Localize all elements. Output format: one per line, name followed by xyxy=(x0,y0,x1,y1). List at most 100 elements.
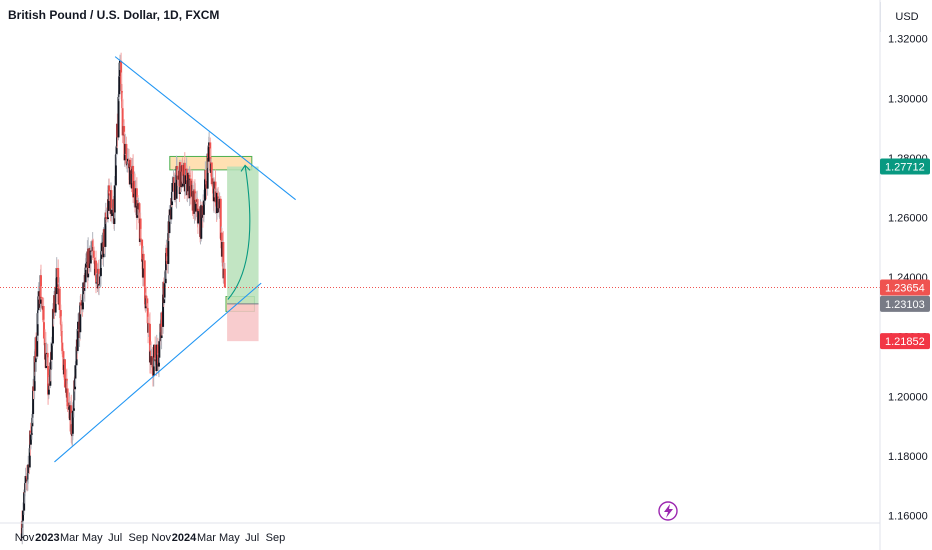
x-tick-label: May xyxy=(219,532,240,544)
candle-body xyxy=(194,199,197,212)
x-tick-label: Jul xyxy=(245,532,259,544)
candle-body xyxy=(189,174,192,179)
candle-body xyxy=(200,205,203,239)
candle-body xyxy=(184,175,187,184)
price-axis: 1.320001.300001.280001.260001.240001.220… xyxy=(888,34,928,523)
candle-body xyxy=(118,76,121,95)
projection-arrow xyxy=(227,165,251,300)
candle-body xyxy=(63,359,66,388)
candle-body xyxy=(62,351,65,370)
candle-body xyxy=(223,268,226,288)
candle-body xyxy=(138,203,141,224)
candle-body xyxy=(123,153,126,161)
candle-body xyxy=(55,267,58,295)
candle-body xyxy=(204,179,207,201)
candle-body xyxy=(36,313,39,336)
candle-body xyxy=(95,260,98,283)
candle-body xyxy=(118,60,121,63)
candle-body xyxy=(116,123,119,138)
price-labels: 1.27712 1.23654 1.23103 1.21852 xyxy=(880,158,930,350)
candle-body xyxy=(139,218,142,239)
candle-body xyxy=(215,192,218,214)
y-tick-label: 1.16000 xyxy=(888,511,928,523)
candle-body xyxy=(146,308,149,324)
candle-body xyxy=(37,291,40,297)
target-price-label: 1.27712 xyxy=(885,162,925,174)
candle-body xyxy=(148,323,151,363)
candle-body xyxy=(89,250,92,264)
candle-body xyxy=(29,434,32,445)
candle-body xyxy=(132,165,135,198)
candle-body xyxy=(90,250,93,252)
x-tick-label: Nov xyxy=(15,532,35,544)
lines-layer xyxy=(0,56,880,463)
candle-body xyxy=(221,241,224,257)
lightning-icon[interactable] xyxy=(658,501,678,521)
candle-body xyxy=(92,250,95,258)
candle-body xyxy=(166,261,169,264)
candle-body xyxy=(84,267,87,283)
candle-body xyxy=(210,162,213,185)
candle-body xyxy=(168,209,171,216)
candle-body xyxy=(121,108,124,136)
candle-body xyxy=(45,352,48,355)
arrow-head xyxy=(240,164,251,172)
candle-body xyxy=(143,260,146,288)
candle-body xyxy=(74,365,77,379)
chart-title: British Pound / U.S. Dollar, 1D, FXCM xyxy=(8,8,220,22)
candle-body xyxy=(147,322,150,324)
candle-body xyxy=(108,193,111,196)
candle-body xyxy=(206,153,209,189)
candle-body xyxy=(208,142,211,146)
candle-body xyxy=(28,448,31,468)
candle-body xyxy=(36,335,39,357)
candle-body xyxy=(66,388,69,407)
candle-body xyxy=(139,238,142,240)
candle-body xyxy=(54,286,57,313)
x-tick-label: Mar xyxy=(197,532,216,544)
y-tick-label: 1.26000 xyxy=(888,213,928,225)
candle-body xyxy=(189,178,192,197)
candle-body xyxy=(103,229,106,247)
candle-body xyxy=(69,405,72,421)
candle-body xyxy=(160,312,163,327)
candle-body xyxy=(124,143,127,154)
candle-body xyxy=(202,200,205,215)
candle-body xyxy=(141,239,144,262)
candle-body xyxy=(110,190,113,209)
candle-body xyxy=(105,217,108,220)
candle-body xyxy=(145,295,148,299)
candle-body xyxy=(32,386,35,415)
candle-body xyxy=(75,346,78,366)
candle-body xyxy=(134,188,137,208)
candle-body xyxy=(168,215,171,234)
candle-body xyxy=(163,283,166,298)
candle-body xyxy=(171,182,174,192)
current-price-label-bg xyxy=(880,279,930,296)
candle-body xyxy=(150,356,153,365)
candle-body xyxy=(115,146,118,154)
x-tick-label: 2024 xyxy=(172,532,197,544)
trendline xyxy=(54,282,262,463)
candle-body xyxy=(167,233,170,264)
candles-layer xyxy=(20,52,226,545)
candle-body xyxy=(113,185,116,213)
candle-body xyxy=(219,198,222,239)
candle-body xyxy=(126,158,129,162)
candle-body xyxy=(154,344,157,362)
y-tick-label: 1.20000 xyxy=(888,391,928,403)
candle-body xyxy=(125,143,128,164)
time-axis: Nov 2023 Mar May Jul Sep Nov 2024 Mar May Jul Sep xyxy=(15,532,285,544)
zones-layer xyxy=(169,155,259,342)
candle-body xyxy=(82,282,85,295)
candle-body xyxy=(39,275,42,297)
candle-body xyxy=(137,203,140,210)
candle-body xyxy=(23,492,26,511)
x-tick-label: Sep xyxy=(129,532,149,544)
candle-body xyxy=(58,288,61,311)
candle-body xyxy=(95,282,98,284)
candle-body xyxy=(21,510,24,521)
candle-body xyxy=(181,183,184,187)
candle-body xyxy=(213,181,216,189)
